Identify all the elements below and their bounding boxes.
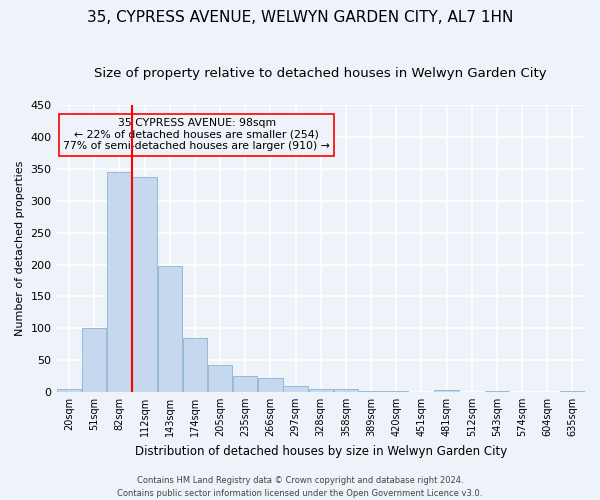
Text: 35 CYPRESS AVENUE: 98sqm
← 22% of detached houses are smaller (254)
77% of semi-: 35 CYPRESS AVENUE: 98sqm ← 22% of detach…: [63, 118, 330, 152]
Bar: [308, 388, 333, 392]
Bar: [133, 178, 157, 392]
Bar: [283, 386, 308, 392]
Bar: [82, 328, 106, 392]
Bar: [208, 364, 232, 392]
Y-axis label: Number of detached properties: Number of detached properties: [15, 161, 25, 336]
Bar: [334, 390, 358, 392]
Bar: [359, 390, 383, 392]
Text: Contains HM Land Registry data © Crown copyright and database right 2024.
Contai: Contains HM Land Registry data © Crown c…: [118, 476, 482, 498]
Bar: [434, 390, 459, 392]
Bar: [258, 378, 283, 392]
Bar: [233, 376, 257, 392]
Text: 35, CYPRESS AVENUE, WELWYN GARDEN CITY, AL7 1HN: 35, CYPRESS AVENUE, WELWYN GARDEN CITY, …: [87, 10, 513, 25]
Bar: [183, 338, 207, 392]
Bar: [107, 172, 131, 392]
X-axis label: Distribution of detached houses by size in Welwyn Garden City: Distribution of detached houses by size …: [134, 444, 507, 458]
Bar: [158, 266, 182, 392]
Title: Size of property relative to detached houses in Welwyn Garden City: Size of property relative to detached ho…: [94, 68, 547, 80]
Bar: [57, 388, 82, 392]
